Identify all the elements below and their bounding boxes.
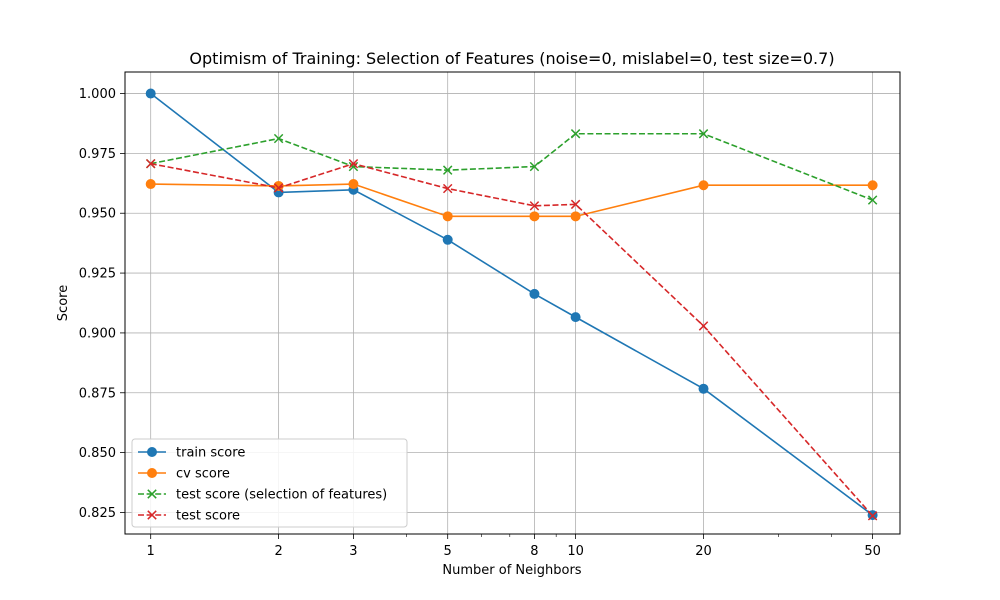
data-point: [698, 383, 709, 394]
y-tick-label: 1.000: [79, 87, 116, 102]
y-tick-label: 0.950: [79, 207, 116, 222]
series-2: [145, 179, 878, 222]
y-tick-label: 0.850: [79, 446, 116, 461]
data-point: [529, 201, 540, 211]
data-point: [442, 234, 453, 245]
data-point: [529, 161, 540, 172]
data-point: [145, 158, 156, 169]
axes-frame: [124, 71, 901, 535]
series-layer: [145, 88, 878, 521]
x-tick-label: 8: [530, 544, 538, 559]
data-point: [570, 312, 581, 323]
y-tick-label: 0.825: [79, 506, 116, 521]
legend: train score cv score test score (selection…: [131, 438, 408, 528]
x-tick-label: 20: [695, 544, 712, 559]
series-1: [145, 88, 878, 521]
data-point: [348, 179, 359, 190]
data-point: [570, 211, 581, 222]
x-tick-label: 1: [147, 544, 155, 559]
data-point: [867, 180, 878, 191]
legend-marker: [147, 489, 157, 499]
data-point: [442, 183, 453, 194]
y-tick-label: 0.875: [79, 386, 116, 401]
series-line: [150, 162, 874, 517]
legend-item: test score (selection of features): [138, 488, 387, 503]
legend-marker: [147, 510, 157, 520]
series-4: [145, 158, 878, 521]
chart-title: Optimism of Training: Selection of Featu…: [189, 49, 834, 68]
x-tick-label: 5: [444, 544, 452, 559]
data-point: [145, 88, 156, 99]
data-point: [348, 158, 359, 169]
legend-marker: [147, 468, 157, 478]
data-point: [867, 511, 878, 521]
data-point: [698, 321, 709, 331]
x-tick-label: 3: [349, 544, 357, 559]
data-point: [273, 183, 284, 193]
data-point: [529, 288, 540, 299]
y-tick-label: 0.900: [79, 326, 116, 341]
data-point: [867, 195, 878, 205]
data-point: [273, 180, 284, 191]
data-point: [570, 129, 581, 139]
legend-box: [131, 438, 408, 528]
data-point: [570, 199, 581, 210]
legend-label: cv score: [176, 467, 230, 482]
legend-marker: [147, 447, 157, 457]
data-point: [529, 211, 540, 222]
x-axis-label: Number of Neighbors: [442, 563, 581, 578]
legend-item: train score: [138, 446, 245, 461]
legend-label: test score: [176, 509, 240, 524]
legend-label: train score: [176, 446, 245, 461]
data-point: [273, 133, 284, 144]
data-point: [442, 211, 453, 222]
y-axis-label: Score: [56, 285, 71, 321]
x-tick-label: 2: [274, 544, 282, 559]
x-tick-label: 50: [864, 544, 881, 559]
legend-label: test score (selection of features): [176, 488, 387, 503]
y-tick-label: 0.925: [79, 267, 116, 282]
legend-item: test score: [138, 509, 240, 524]
x-tick-label: 10: [567, 544, 584, 559]
data-point: [698, 129, 709, 139]
series-line: [150, 183, 873, 218]
data-point: [145, 179, 156, 190]
series-line: [150, 92, 874, 516]
data-point: [698, 180, 709, 191]
data-point: [442, 165, 453, 175]
series-line: [150, 132, 873, 201]
y-tick-label: 0.975: [79, 147, 116, 162]
legend-item: cv score: [138, 467, 230, 482]
ticks: 1 2 3 5 8 10 20 50 0.825 0.850 0.875 0.900 0.925 0.95…: [79, 87, 881, 559]
